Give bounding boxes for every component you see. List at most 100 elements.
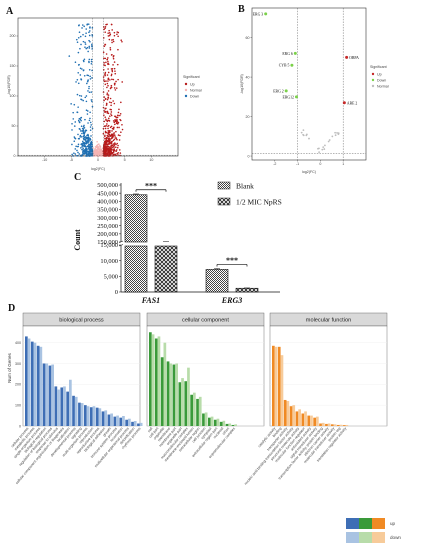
plot-d-legend-up-blue: [346, 518, 359, 529]
plot-a-point-down: [70, 103, 72, 105]
plot-a-point-up: [109, 115, 111, 117]
plot-a-point-up: [110, 101, 113, 104]
plot-d-bar-down: [69, 379, 72, 426]
plot-c-legend: Blank 1/2 MIC NpRS: [217, 182, 282, 207]
plot-b-ytick-label: 0: [248, 154, 250, 158]
plot-a-point-down: [88, 61, 90, 64]
plot-a-point-down: [89, 137, 91, 140]
plot-a-point-down: [85, 109, 88, 112]
plot-a-point-up: [112, 135, 115, 137]
plot-b-point-normal: [324, 144, 326, 147]
plot-a-point-up: [115, 80, 117, 83]
plot-a-point-up: [115, 122, 118, 125]
plot-a-point-down: [78, 94, 81, 97]
plot-b-point-label: ERG12: [283, 95, 294, 99]
plot-b-xtick-label: -1: [296, 162, 299, 166]
plot-a-point-down: [83, 134, 86, 136]
plot-a-point-up: [104, 74, 106, 77]
plot-a-point-up: [121, 40, 123, 43]
plot-d-bar-down: [321, 422, 325, 426]
plot-d-bar-down: [139, 422, 143, 426]
plot-a-point-up: [107, 94, 110, 96]
plot-a-point-up: [103, 28, 105, 31]
plot-a-point-up: [106, 98, 109, 101]
plot-d-bar-up: [307, 415, 311, 426]
plot-a-point-up: [108, 140, 111, 143]
plot-a-point-up: [102, 51, 105, 54]
plot-a-point-up: [118, 139, 121, 141]
plot-a-point-up: [112, 40, 115, 43]
plot-a-point-up: [109, 48, 112, 51]
plot-a-point-up: [106, 112, 109, 114]
panel-letter-d: D: [8, 303, 15, 314]
plot-a-point-up: [111, 41, 113, 44]
plot-b-ytick-label: 60: [246, 36, 250, 40]
plot-a-point-up: [108, 129, 111, 132]
plot-d-legend-down-orange: [372, 532, 385, 543]
plot-d-bar-up: [60, 387, 64, 426]
plot-b-point-down: [284, 89, 288, 93]
plot-a-point-down: [88, 140, 90, 143]
plot-d-bar-down: [63, 386, 66, 426]
plot-a-point-up: [105, 61, 107, 64]
plot-a-point-up: [106, 139, 108, 142]
plot-a-point-up: [109, 87, 112, 90]
plot-a-point-up: [105, 80, 107, 82]
plot-a-point-down: [76, 41, 79, 44]
plot-a-point-down: [82, 99, 85, 102]
plot-b-ytick-label: 40: [246, 75, 250, 79]
plot-a-point-up: [116, 126, 119, 129]
plot-d-facet-title: cellular component: [182, 318, 229, 324]
plot-a-point-down: [71, 153, 73, 156]
plot-a-point-up: [105, 144, 108, 146]
plot-a-point-down: [80, 116, 82, 119]
plot-a-point-down: [80, 78, 82, 80]
plot-a-point-up: [112, 78, 115, 81]
plot-a-point-down: [83, 60, 85, 63]
plot-a-point-up: [105, 151, 107, 153]
plot-a-point-up: [113, 83, 116, 86]
plot-a-point-down: [84, 35, 87, 38]
plot-a-legend-title: Significant: [183, 75, 200, 79]
plot-a-point-up: [104, 135, 106, 138]
plot-a-point-down: [89, 111, 91, 114]
plot-a-ytick-label: 0: [14, 154, 16, 158]
plot-a-point-up: [110, 111, 113, 113]
plot-d-bar-down: [181, 378, 184, 426]
plot-d-bar-up: [172, 364, 176, 426]
plot-a-point-up: [108, 133, 110, 136]
plot-a-ytick-label: 100: [10, 94, 16, 98]
plot-a-point-down: [85, 47, 88, 50]
plot-a-point-up: [104, 83, 107, 86]
plot-d-bar-up: [42, 363, 46, 426]
plot-d-bar-up: [213, 419, 217, 426]
plot-a-point-up: [103, 57, 105, 60]
plot-a-point-up: [118, 149, 121, 151]
plot-a-point-down: [71, 143, 73, 146]
plot-a-point-up: [103, 142, 106, 145]
plot-a-point-up: [113, 67, 116, 70]
plot-a-point-down: [75, 145, 77, 148]
plot-a-point-down: [88, 34, 91, 37]
plot-d-bar-down: [74, 396, 78, 426]
plot-a-point-up: [115, 149, 118, 151]
plot-b-legend-down: Down: [377, 78, 386, 82]
plot-b-point-normal: [334, 134, 337, 137]
plot-b-point-normal: [318, 151, 321, 153]
plot-d-legend-up: up: [390, 521, 396, 526]
plot-d-bar-down: [157, 336, 161, 426]
plot-a-point-up: [104, 130, 107, 133]
plot-d-bar-down: [304, 411, 307, 426]
plot-a-point-up: [118, 108, 120, 111]
plot-a-point-down: [81, 144, 84, 147]
plot-a-point-down: [91, 43, 93, 46]
plot-a-point-down: [90, 135, 92, 137]
plot-a-point-down: [74, 137, 77, 140]
plot-d-bar-up: [131, 421, 134, 426]
plot-a-point-normal: [97, 143, 100, 146]
plot-a-point-down: [89, 40, 91, 43]
plot-a-point-down: [90, 99, 93, 101]
plot-c-ytick-label: 150,000: [97, 239, 118, 246]
